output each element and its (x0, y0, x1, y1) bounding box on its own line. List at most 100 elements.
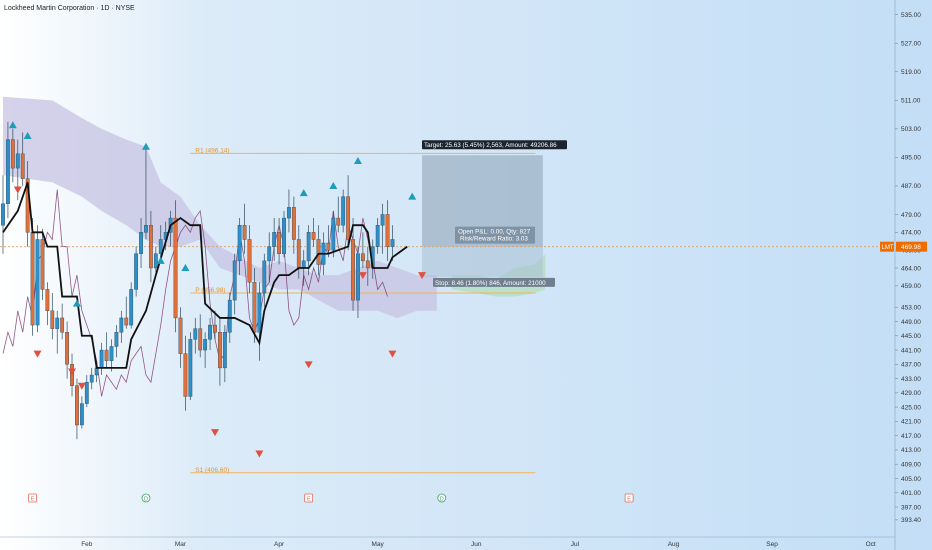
signal-up-marker (408, 192, 417, 200)
stop-label: Stop: 8.46 (1.80%) 846, Amount: 21000 (435, 280, 546, 287)
candle-body (267, 246, 272, 262)
price-tick-label: 397.00 (901, 504, 921, 511)
candle-body (75, 385, 79, 426)
signals-layer (8, 121, 427, 458)
cloud-band (3, 96, 437, 318)
target-label: Target: 25.63 (5.45%) 2,563, Amount: 492… (424, 142, 557, 149)
price-tag-symbol-box (880, 241, 894, 252)
signal-down-marker (13, 186, 22, 194)
candle-body (79, 403, 84, 426)
signal-down-marker (388, 350, 397, 358)
target-label-box (422, 140, 567, 150)
candle-body (158, 239, 163, 254)
price-tick-label: 449.00 (901, 319, 921, 326)
candle-body (134, 253, 139, 290)
candle-body (129, 289, 134, 326)
candle-body (301, 260, 306, 269)
candle-body (222, 332, 227, 369)
signal-up-marker (329, 181, 338, 189)
candle-body (20, 153, 25, 180)
signal-up-marker (8, 121, 17, 129)
candle-body (6, 139, 10, 204)
signal-down-marker (358, 272, 367, 280)
time-tick-label: Jul (571, 541, 580, 548)
ratio-label: Risk/Reward Ratio: 3.03 (460, 236, 528, 243)
level-label-p: P (456.98) (195, 287, 225, 294)
candle-body (55, 317, 60, 329)
price-axis[interactable]: 393.40 397.00 401.00 405.00 409.00 413.00 417.… (880, 0, 927, 550)
time-tick-label: Sep (766, 541, 778, 548)
event-earnings-marker (624, 493, 634, 503)
candle-body (287, 207, 291, 219)
price-tick-label: 527.00 (901, 41, 921, 48)
price-tick-label: 511.00 (901, 98, 921, 105)
event-label: E (31, 496, 35, 502)
price-tick-label: 445.00 (901, 333, 921, 340)
price-tick-label: 453.00 (901, 305, 921, 312)
event-dividend-marker (141, 493, 151, 503)
chart-title: Lockheed Martin Corporation · 1D · NYSE (4, 5, 135, 12)
event-label: E (627, 496, 631, 502)
signal-up-marker (72, 299, 81, 307)
candle-body (188, 339, 193, 397)
event-label: D (144, 496, 148, 502)
candle-body (237, 224, 242, 262)
candle-body (336, 217, 341, 226)
candle-body (208, 324, 212, 340)
candle-body (114, 332, 119, 347)
pivot-levels-layer: R1 (496.14) P (456.98) S1 (406.60) (190, 147, 536, 474)
candle-body (84, 381, 89, 404)
event-dividend-marker (437, 493, 447, 503)
signal-up-marker (353, 156, 362, 164)
time-tick-label: Jun (471, 541, 482, 548)
candle-body (35, 239, 40, 326)
candle-body (316, 239, 321, 265)
price-tag-value-box (896, 241, 927, 252)
baseline-layer (2, 182, 408, 369)
signal-down-marker (304, 361, 313, 369)
candle-body (40, 239, 45, 290)
signal-up-marker (141, 142, 150, 150)
candle-body (94, 367, 99, 376)
event-earnings-marker (304, 493, 314, 503)
candle-body (311, 232, 316, 240)
price-tick-label: 421.00 (901, 419, 921, 426)
level-label-s1: S1 (406.60) (195, 467, 229, 474)
candle-body (178, 317, 183, 354)
price-tick-label: 464.00 (901, 265, 921, 272)
price-tick-label: 393.40 (901, 517, 921, 524)
candle-body (277, 232, 281, 254)
candle-body (99, 349, 104, 369)
pnl-box (455, 226, 535, 244)
position-tool-layer[interactable]: Target: 25.63 (5.45%) 2,563, Amount: 492… (0, 140, 895, 287)
candle-body (124, 317, 129, 326)
price-tag-symbol: LMT (882, 245, 894, 251)
signal-down-marker (33, 350, 42, 358)
candle-body (203, 339, 208, 351)
price-tick-label: 495.00 (901, 155, 921, 162)
candle-body (306, 232, 311, 262)
signal-up-marker (181, 264, 190, 271)
candle-body (45, 289, 50, 312)
signal-up-marker (23, 132, 32, 139)
candle-body (380, 214, 385, 226)
price-tick-label: 437.00 (901, 362, 921, 369)
candle-body (341, 196, 346, 226)
candle-body (153, 253, 158, 269)
candle-body (346, 196, 350, 240)
candle-body (257, 292, 262, 333)
candle-body (282, 217, 286, 254)
candle-body (1, 203, 5, 226)
candle-body (104, 349, 109, 361)
candle-body (148, 224, 153, 269)
price-tag-value: 469.98 (901, 244, 921, 251)
time-tick-label: Oct (866, 541, 876, 548)
time-axis[interactable]: Feb Mar Apr May Jun Jul Aug Sep Oct (0, 536, 895, 548)
candle-body (365, 260, 370, 269)
candle-body (139, 232, 143, 254)
candle-body (331, 217, 336, 251)
candle-body (144, 224, 148, 233)
